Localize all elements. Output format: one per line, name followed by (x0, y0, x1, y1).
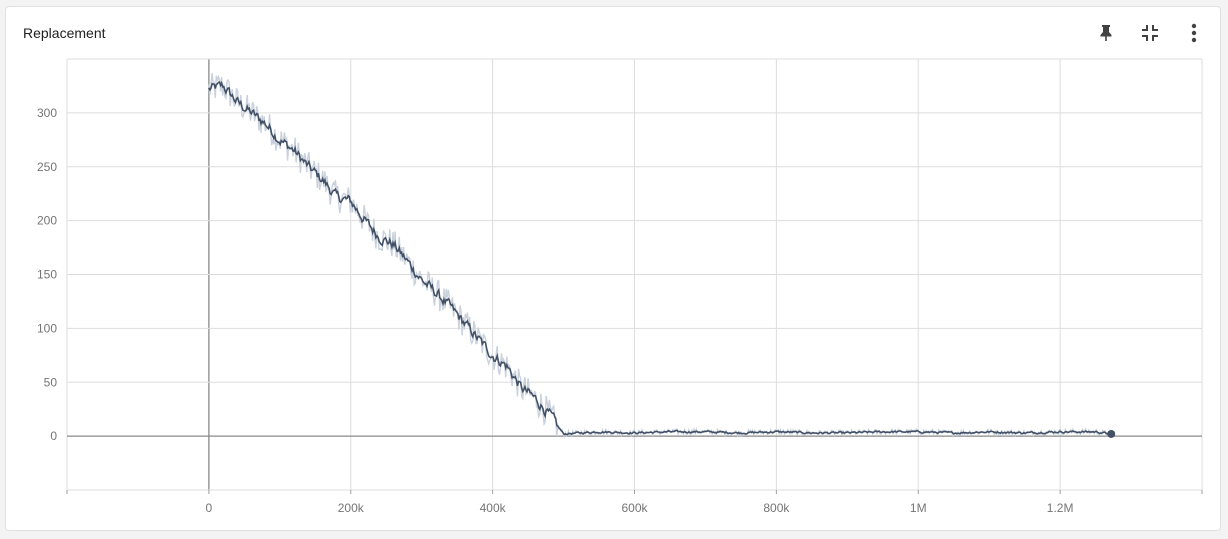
y-tick-label: 50 (44, 375, 58, 389)
data-point (250, 112, 252, 114)
collapse-button[interactable] (1134, 19, 1166, 47)
data-point (236, 101, 238, 103)
y-tick-label: 0 (50, 429, 57, 443)
x-tick-label: 1.2M (1047, 501, 1074, 515)
data-point (534, 397, 536, 399)
data-point (506, 365, 508, 367)
x-tick-label: 600k (621, 501, 648, 515)
x-tick-label: 1M (910, 501, 927, 515)
data-point (1059, 431, 1061, 433)
x-tick-label: 400k (480, 501, 507, 515)
data-point (307, 166, 309, 168)
data-point (953, 432, 955, 434)
data-point (811, 432, 813, 434)
data-point (435, 292, 437, 294)
data-point (336, 196, 338, 198)
y-tick-label: 200 (37, 214, 57, 228)
x-tick-label: 0 (206, 501, 213, 515)
data-point (548, 414, 550, 416)
pin-icon (1100, 25, 1112, 41)
x-tick-label: 800k (763, 501, 790, 515)
data-point (364, 220, 366, 222)
pin-button[interactable] (1090, 19, 1122, 47)
more-options-button[interactable] (1178, 19, 1210, 47)
fullscreen-exit-icon (1142, 25, 1158, 41)
chart-title: Replacement (23, 25, 106, 41)
data-point (421, 279, 423, 281)
data-point (463, 322, 465, 324)
series-line (208, 80, 1112, 436)
data-point (378, 236, 380, 238)
data-point (520, 387, 522, 389)
data-point (563, 433, 565, 435)
data-point (279, 139, 281, 141)
y-tick-label: 300 (37, 106, 57, 120)
data-point (321, 179, 323, 181)
data-point (988, 431, 990, 433)
data-point (492, 354, 494, 356)
series-end-marker (1107, 429, 1116, 438)
data-point (704, 431, 706, 433)
y-tick-label: 150 (37, 268, 57, 282)
data-point (1095, 431, 1097, 433)
data-point (222, 85, 224, 87)
y-tick-label: 250 (37, 160, 57, 174)
data-point (350, 200, 352, 202)
data-point (775, 431, 777, 433)
more-vert-icon (1191, 23, 1197, 43)
card-toolbar (1090, 19, 1210, 47)
chart-card: Replacement (5, 6, 1221, 531)
data-point (293, 150, 295, 152)
data-point (477, 338, 479, 340)
data-point (917, 431, 919, 433)
data-point (449, 306, 451, 308)
data-point (407, 261, 409, 263)
data-point (740, 432, 742, 434)
data-point (265, 123, 267, 125)
data-point (634, 432, 636, 434)
y-tick-label: 100 (37, 321, 57, 335)
x-tick-label: 200k (338, 501, 365, 515)
data-point (392, 243, 394, 245)
data-point (669, 431, 671, 433)
data-point (846, 432, 848, 434)
data-point (882, 431, 884, 433)
data-point (598, 431, 600, 433)
data-point (208, 88, 210, 90)
data-point (1024, 432, 1026, 434)
